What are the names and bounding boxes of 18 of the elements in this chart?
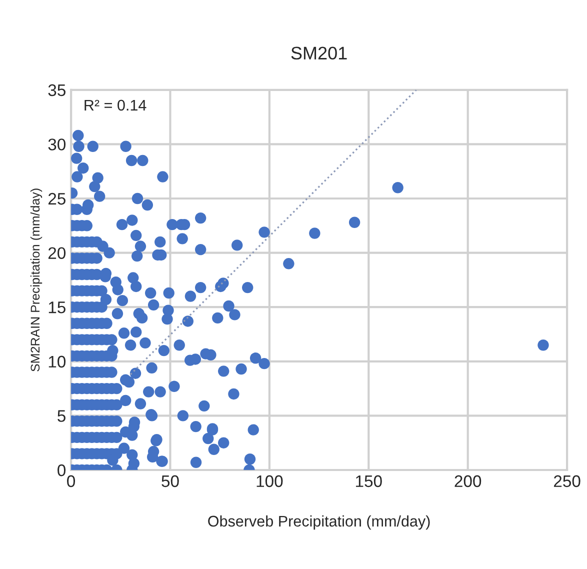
y-axis-title: SM2RAIN Precipitation (mm/day)	[30, 188, 42, 372]
y-tick-label: 20	[48, 247, 66, 259]
y-tick-label: 5	[58, 410, 66, 422]
x-tick-label: 100	[256, 475, 283, 488]
x-tick-label: 150	[356, 475, 382, 488]
x-tick-label: 200	[454, 475, 482, 488]
y-tick-label: 15	[48, 302, 66, 314]
x-tick-label: 50	[162, 475, 179, 488]
y-tick-label: 10	[48, 356, 66, 368]
y-tick-label: 35	[48, 84, 66, 96]
annotation: R² = 0.14	[84, 100, 146, 111]
x-tick-label: 250	[554, 475, 580, 488]
chart-title: SM201	[291, 46, 347, 60]
y-tick-label: 30	[48, 138, 66, 150]
y-tick-label: 25	[48, 192, 66, 205]
x-axis-title: Observeb Precipitation (mm/day)	[208, 515, 430, 530]
x-tick-label: 0	[67, 475, 76, 488]
y-tick-label: 0	[58, 464, 66, 476]
